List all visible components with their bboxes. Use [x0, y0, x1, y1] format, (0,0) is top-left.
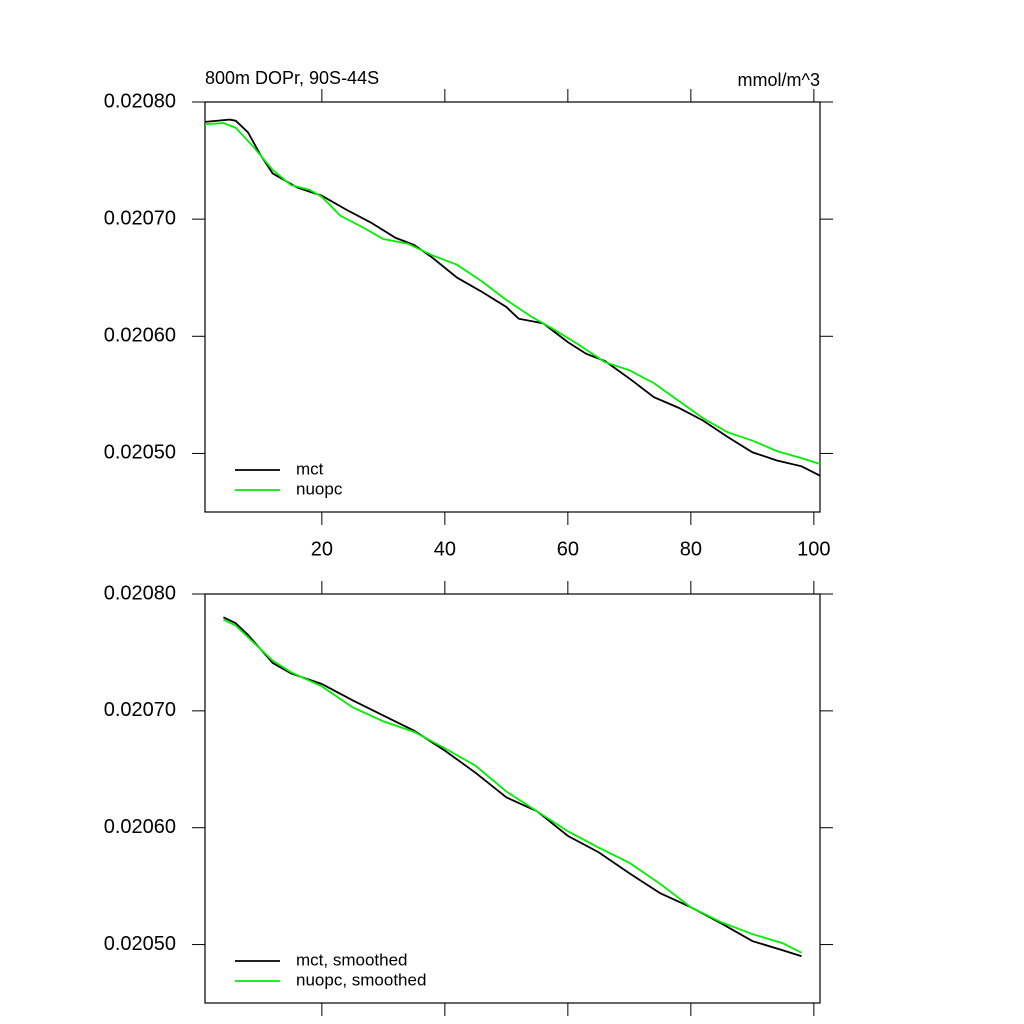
panel: 0.02080 0.02070 0.02060 0.02050 20 40 60 80 100 8… [104, 68, 833, 560]
legend-label: nuopc [296, 479, 343, 498]
data-line [223, 618, 802, 954]
y-tick-label: 0.02070 [104, 207, 176, 229]
x-tick-label: 100 [797, 538, 830, 560]
x-tick-label: 40 [434, 538, 456, 560]
data-line [223, 616, 802, 958]
x-tick-label: 60 [557, 538, 579, 560]
legend-label: mct [296, 459, 324, 478]
y-tick-label: 0.02050 [104, 442, 176, 464]
x-tick-label: 20 [311, 538, 333, 560]
y-tick-label: 0.02060 [104, 816, 176, 838]
data-line [204, 122, 821, 465]
y-tick-label: 0.02050 [104, 933, 176, 955]
units-label: mmol/m^3 [738, 70, 820, 90]
plot-frame [204, 101, 821, 513]
y-tick-label: 0.02070 [104, 699, 176, 721]
legend-label: mct, smoothed [296, 950, 408, 969]
x-tick-label: 80 [680, 538, 702, 560]
plot-frame [204, 593, 821, 1004]
chart-title: 800m DOPr, 90S-44S [205, 68, 379, 88]
y-tick-label: 0.02080 [104, 582, 176, 604]
panel: 0.02080 0.02070 0.02060 0.02050 mct, smoothe… [104, 581, 833, 1016]
legend-label: nuopc, smoothed [296, 970, 426, 989]
y-tick-label: 0.02060 [104, 325, 176, 347]
data-line [204, 118, 821, 477]
y-tick-label: 0.02080 [104, 90, 176, 112]
